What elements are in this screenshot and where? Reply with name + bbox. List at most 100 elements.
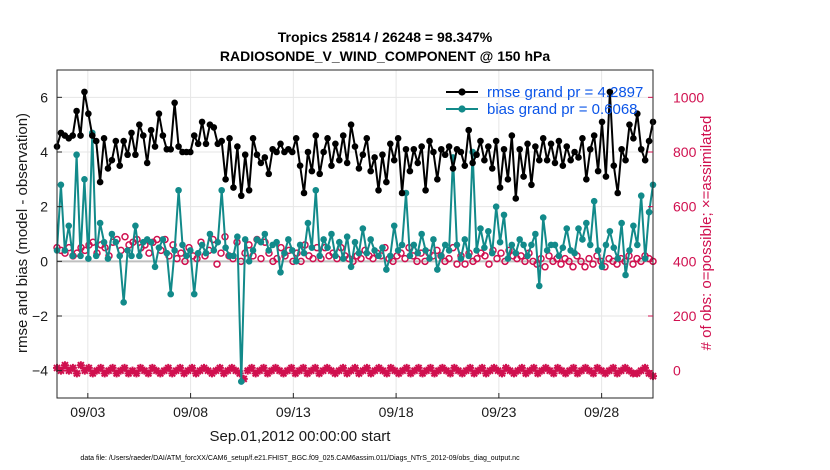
rmse-point (253, 151, 261, 159)
rmse-point (277, 140, 284, 148)
rmse-point (379, 151, 386, 159)
obs-possible-point (217, 249, 225, 257)
rmse-point (430, 148, 437, 156)
rmse-point (496, 184, 504, 191)
rmse-point (445, 143, 453, 150)
obs-assimilated-point (509, 369, 518, 378)
rmse-point (488, 165, 496, 172)
y-tick-label-right: 600 (673, 199, 697, 215)
bias-point (116, 252, 124, 260)
rmse-point (355, 165, 363, 172)
obs-possible-point (629, 260, 637, 268)
rmse-point (308, 167, 316, 175)
bias-point (187, 247, 194, 254)
obs-assimilated-point (641, 363, 650, 372)
obs-assimilated-point (613, 369, 622, 378)
bias-point (159, 236, 167, 243)
obs-assimilated-point (287, 363, 296, 372)
bias-point (622, 271, 629, 279)
rmse-point (85, 110, 92, 118)
rmse-point (610, 162, 618, 169)
obs-assimilated-point (72, 369, 81, 378)
bias-point (618, 219, 625, 227)
bias-point (473, 247, 480, 254)
bias-point (488, 249, 496, 257)
tick-marks (57, 96, 653, 398)
rmse-point (583, 176, 590, 183)
bias-point (128, 252, 135, 260)
rmse-point (500, 145, 508, 153)
bias-point (237, 378, 245, 385)
obs-assimilated-point (347, 366, 356, 375)
bias-point (410, 241, 418, 249)
bias-point (167, 290, 175, 298)
rmse-point (132, 151, 139, 159)
bias-point (441, 241, 449, 249)
obs-possible-point (589, 260, 597, 268)
rmse-point (116, 162, 124, 169)
obs-assimilated-point (164, 363, 173, 372)
rmse-point (563, 143, 571, 150)
rmse-point (273, 148, 280, 156)
obs-assimilated-point (104, 366, 113, 375)
obs-possible-point (369, 254, 377, 263)
legend-rmse-marker (458, 88, 466, 96)
obs-assimilated-point (637, 366, 646, 375)
bias-point (81, 176, 88, 183)
obs-assimilated-point (533, 369, 542, 378)
bias-point (65, 222, 73, 230)
rmse-point (198, 118, 206, 126)
rmse-point (520, 173, 527, 180)
bias-point (96, 219, 104, 227)
bias-point (551, 241, 559, 249)
bias-point (606, 227, 614, 235)
obs-assimilated-point (470, 369, 479, 378)
rmse-point (88, 132, 96, 139)
rmse-point (261, 154, 269, 161)
rmse-point (194, 140, 202, 148)
bias-point (343, 233, 351, 241)
bias-point (496, 238, 504, 246)
y-tick-label-right: 0 (673, 363, 681, 379)
obs-assimilated-point (601, 369, 610, 378)
tick-labels: 09/03 09/08 09/13 09/18 09/23 09/28 −4 −2 0 2 4 6 0 2… (32, 89, 704, 420)
bias-point (457, 255, 465, 262)
bias-point (320, 236, 327, 243)
rmse-point (112, 137, 120, 145)
obs-assimilated-point (617, 366, 626, 375)
obs-possible-point (585, 254, 593, 263)
legend-bias-marker (458, 105, 466, 113)
obs-assimilated-point (219, 369, 228, 378)
y-axis-label-right: # of obs: o=possible; ×=assimilated (698, 116, 715, 351)
obs-assimilated-point (168, 369, 177, 378)
obs-assimilated-point (343, 369, 352, 378)
obs-possible-point (445, 254, 453, 263)
rmse-point (606, 88, 614, 96)
obs-assimilated-point (625, 366, 634, 375)
chart-subtitle: RADIOSONDE_V_WIND_COMPONENT @ 150 hPa (220, 48, 550, 64)
bias-point (532, 230, 539, 238)
rmse-point (108, 156, 116, 164)
obs-assimilated-point (291, 369, 300, 378)
obs-assimilated-point (529, 363, 538, 372)
rmse-point (359, 151, 367, 159)
bias-point (579, 236, 586, 243)
rmse-point (304, 148, 312, 156)
obs-assimilated-point (112, 369, 121, 378)
obs-assimilated-point (490, 363, 499, 372)
rmse-point (190, 132, 198, 139)
obs-assimilated-point (307, 366, 316, 375)
obs-assimilated-point (275, 366, 284, 375)
obs-assimilated-point (418, 369, 427, 378)
obs-possible-point (453, 260, 461, 268)
bias-point (347, 263, 355, 271)
bias-point (179, 241, 186, 249)
bias-point (210, 247, 218, 254)
x-tick-label: 09/03 (70, 404, 105, 420)
y-tick-label-right: 800 (673, 144, 697, 160)
rmse-point (594, 167, 602, 175)
bias-point (481, 244, 488, 251)
rmse-point (328, 162, 335, 169)
obs-assimilated-point (354, 369, 363, 378)
